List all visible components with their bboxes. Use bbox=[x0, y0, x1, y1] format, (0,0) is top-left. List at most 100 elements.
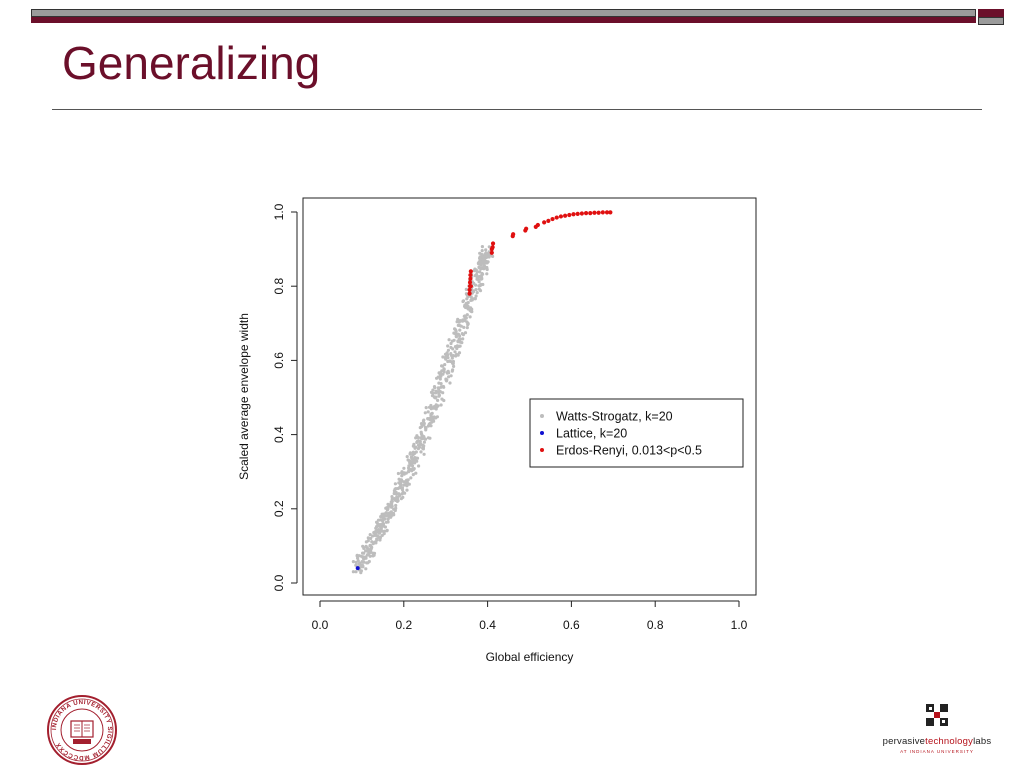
watts-strogatz-point bbox=[481, 282, 485, 287]
watts-strogatz-point bbox=[449, 345, 453, 350]
watts-strogatz-point bbox=[356, 559, 360, 563]
legend-box bbox=[529, 398, 744, 468]
watts-strogatz-point bbox=[442, 398, 446, 403]
watts-strogatz-point bbox=[454, 328, 458, 332]
watts-strogatz-point bbox=[491, 254, 495, 258]
watts-strogatz-point bbox=[484, 248, 488, 252]
watts-strogatz-point bbox=[409, 455, 414, 459]
watts-strogatz-point bbox=[427, 405, 432, 409]
watts-strogatz-point bbox=[426, 417, 430, 421]
watts-strogatz-point bbox=[447, 338, 451, 342]
watts-strogatz-point bbox=[419, 432, 424, 436]
watts-strogatz-point bbox=[361, 551, 365, 555]
watts-strogatz-point bbox=[434, 389, 438, 393]
watts-strogatz-point bbox=[429, 412, 433, 416]
watts-strogatz-point bbox=[378, 531, 382, 535]
watts-strogatz-point bbox=[450, 356, 454, 360]
watts-strogatz-point bbox=[478, 257, 482, 261]
watts-strogatz-point bbox=[486, 254, 490, 258]
watts-strogatz-point bbox=[397, 492, 401, 496]
watts-strogatz-point bbox=[365, 561, 369, 565]
watts-strogatz-point bbox=[422, 423, 426, 427]
watts-strogatz-point bbox=[444, 379, 449, 383]
erdos-renyi-point bbox=[563, 213, 568, 218]
watts-strogatz-point bbox=[480, 275, 484, 279]
watts-strogatz-point bbox=[419, 422, 424, 426]
watts-strogatz-point bbox=[448, 381, 452, 385]
watts-strogatz-point bbox=[412, 467, 416, 471]
watts-strogatz-point bbox=[426, 424, 430, 428]
watts-strogatz-point bbox=[415, 456, 420, 460]
legend-marker bbox=[540, 414, 544, 418]
watts-strogatz-point bbox=[371, 534, 375, 538]
erdos-renyi-point bbox=[604, 210, 610, 215]
watts-strogatz-point bbox=[422, 440, 426, 444]
watts-strogatz-point bbox=[439, 403, 443, 407]
watts-strogatz-point bbox=[458, 337, 462, 341]
watts-strogatz-point bbox=[368, 544, 372, 548]
watts-strogatz-point bbox=[402, 466, 406, 470]
watts-strogatz-point bbox=[366, 547, 371, 552]
x-tick-label: 0.8 bbox=[647, 618, 664, 632]
watts-strogatz-point bbox=[407, 468, 411, 473]
watts-strogatz-point bbox=[359, 569, 363, 573]
erdos-renyi-point bbox=[535, 222, 540, 228]
erdos-renyi-point bbox=[579, 211, 584, 216]
watts-strogatz-point bbox=[434, 416, 438, 420]
watts-strogatz-point bbox=[368, 533, 372, 537]
watts-strogatz-point bbox=[378, 523, 382, 527]
watts-strogatz-point bbox=[374, 541, 378, 545]
ptl-name: pervasivetechnologylabs bbox=[882, 736, 992, 747]
watts-strogatz-point bbox=[484, 259, 488, 263]
watts-strogatz-point bbox=[378, 536, 383, 540]
watts-strogatz-point bbox=[384, 514, 388, 518]
erdos-renyi-point bbox=[490, 245, 495, 250]
watts-strogatz-point bbox=[398, 485, 402, 489]
watts-strogatz-point bbox=[437, 393, 441, 397]
watts-strogatz-point bbox=[487, 245, 491, 249]
watts-strogatz-point bbox=[482, 257, 486, 261]
watts-strogatz-point bbox=[405, 455, 409, 459]
watts-strogatz-point bbox=[424, 406, 428, 410]
erdos-renyi-point bbox=[546, 218, 551, 224]
watts-strogatz-point bbox=[429, 390, 434, 394]
watts-strogatz-point bbox=[478, 261, 482, 265]
watts-strogatz-point bbox=[480, 252, 484, 256]
watts-strogatz-point bbox=[369, 550, 373, 554]
watts-strogatz-point bbox=[449, 374, 453, 378]
watts-strogatz-point bbox=[428, 421, 432, 425]
watts-strogatz-point bbox=[399, 480, 403, 484]
watts-strogatz-point bbox=[480, 249, 484, 253]
watts-strogatz-point bbox=[447, 371, 451, 375]
watts-strogatz-point bbox=[411, 450, 415, 454]
erdos-renyi-point bbox=[467, 291, 472, 296]
watts-strogatz-point bbox=[361, 564, 365, 568]
watts-strogatz-point bbox=[480, 245, 484, 249]
watts-strogatz-point bbox=[480, 271, 484, 276]
watts-strogatz-point bbox=[374, 530, 378, 535]
x-tick-label: 0.0 bbox=[312, 618, 329, 632]
watts-strogatz-point bbox=[362, 546, 366, 550]
watts-strogatz-point bbox=[423, 426, 428, 430]
slide-title: Generalizing bbox=[62, 37, 321, 89]
watts-strogatz-point bbox=[416, 443, 421, 447]
watts-strogatz-point bbox=[416, 435, 420, 440]
watts-strogatz-point bbox=[415, 459, 419, 463]
watts-strogatz-point bbox=[464, 287, 468, 291]
y-tick-label: 0.4 bbox=[272, 426, 286, 443]
x-tick-label: 1.0 bbox=[731, 618, 748, 632]
watts-strogatz-point bbox=[441, 391, 445, 395]
watts-strogatz-point bbox=[475, 270, 479, 274]
erdos-renyi-point bbox=[489, 250, 494, 255]
erdos-renyi-point bbox=[592, 210, 597, 215]
watts-strogatz-point bbox=[461, 299, 466, 303]
watts-strogatz-point bbox=[413, 446, 417, 450]
watts-strogatz-point bbox=[421, 445, 425, 449]
watts-strogatz-point bbox=[417, 464, 421, 468]
watts-strogatz-point bbox=[366, 536, 370, 540]
watts-strogatz-point bbox=[416, 439, 420, 443]
watts-strogatz-point bbox=[485, 265, 489, 270]
watts-strogatz-point bbox=[375, 520, 379, 524]
indiana-university-seal-logo: INDIANA UNIVERSITY SIGILLUM MDCCCXX bbox=[47, 695, 117, 765]
watts-strogatz-point bbox=[390, 497, 394, 501]
